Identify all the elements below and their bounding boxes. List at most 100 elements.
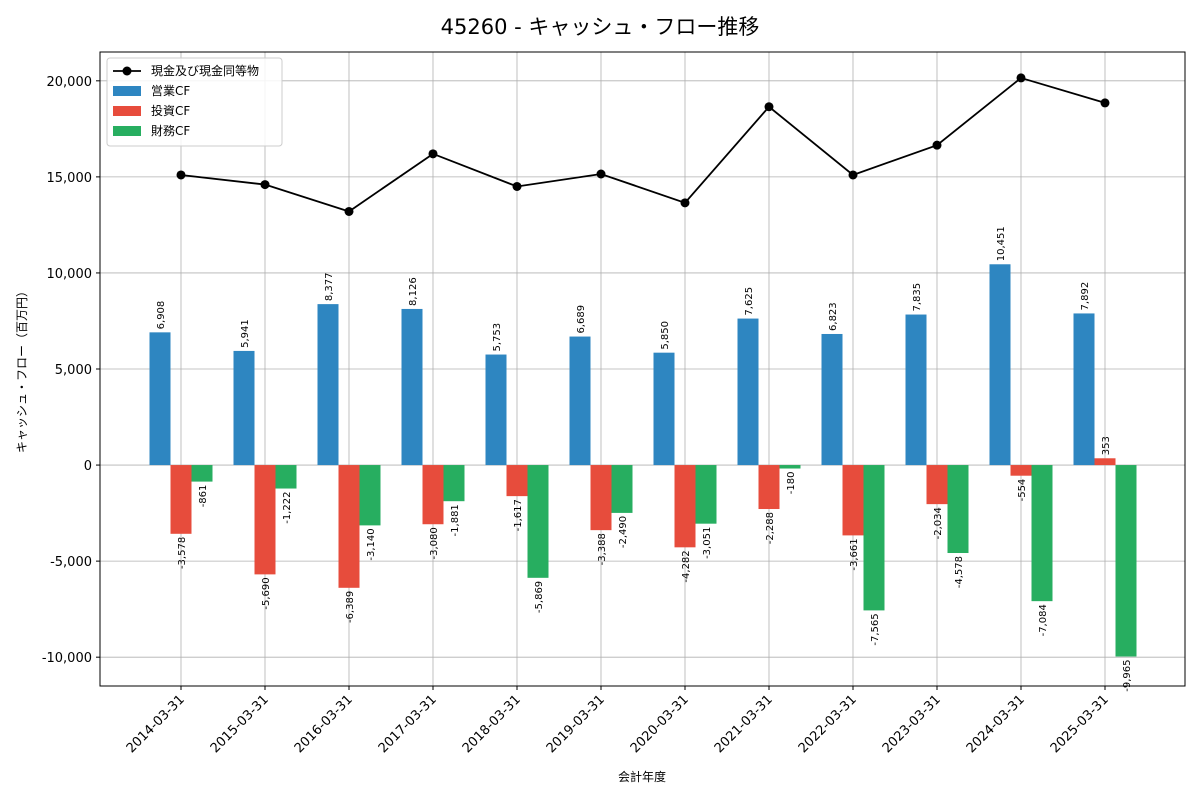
- x-tick-label: 2025-03-31: [1048, 692, 1112, 756]
- bar-value-label: -3,051: [702, 527, 713, 559]
- cash-point: [932, 140, 942, 150]
- x-tick-label: 2020-03-31: [628, 692, 692, 756]
- y-tick-label: 5,000: [55, 363, 92, 378]
- bar-value-label: -861: [198, 485, 209, 508]
- bar-value-label: -6,389: [345, 591, 356, 623]
- bar-value-label: -7,084: [1038, 604, 1049, 636]
- x-tick-label: 2016-03-31: [292, 692, 356, 756]
- y-tick-label: 15,000: [47, 171, 93, 186]
- y-axis-ticks: -10,000 -5,000 0 5,000 10,000 15,000 20,000: [42, 75, 100, 666]
- cash-point: [764, 102, 774, 112]
- legend-box: [106, 57, 283, 147]
- x-tick-label: 2017-03-31: [376, 692, 440, 756]
- bar-2: [170, 465, 192, 534]
- bar-2: [926, 465, 948, 505]
- y-tick-label: 20,000: [47, 75, 93, 90]
- y-tick-label: 10,000: [47, 267, 93, 282]
- bar-value-label: 7,625: [744, 287, 755, 316]
- bar-value-label: -5,690: [261, 577, 272, 609]
- bar-value-label: -3,140: [366, 528, 377, 560]
- bar-2: [842, 465, 864, 536]
- legend-entry: 投資CF: [151, 103, 190, 118]
- bar-1: [149, 332, 171, 466]
- legend-entry: 現金及び現金同等物: [151, 63, 259, 78]
- bar-value-label: 7,892: [1080, 282, 1091, 311]
- bar-value-label: 7,835: [912, 283, 923, 312]
- bar-value-label: -554: [1017, 479, 1028, 502]
- x-axis-ticks: 2014-03-31 2015-03-31 2016-03-31 2017-03-31…: [124, 686, 1112, 756]
- bar-2: [674, 465, 696, 548]
- bar-value-label: -180: [786, 472, 797, 495]
- cash-point: [596, 169, 606, 179]
- bar-1: [1073, 313, 1095, 466]
- cash-point: [680, 198, 690, 208]
- bar-value-label: -7,565: [870, 613, 881, 645]
- bar-3: [443, 465, 465, 502]
- bar-value-label: 8,126: [408, 277, 419, 306]
- bar-3: [191, 465, 213, 482]
- bar-value-label: 5,753: [492, 323, 503, 352]
- x-tick-label: 2021-03-31: [712, 692, 776, 756]
- bar-value-label: -4,578: [954, 556, 965, 588]
- y-tick-label: -5,000: [50, 555, 92, 570]
- bar-3: [611, 465, 633, 513]
- cash-point: [260, 180, 270, 190]
- bar-3: [275, 465, 297, 489]
- bar-value-label: -3,080: [429, 527, 440, 559]
- bar-value-label: 6,823: [828, 302, 839, 331]
- x-tick-label: 2014-03-31: [124, 692, 188, 756]
- bar-value-label: -2,034: [933, 507, 944, 539]
- bar-3: [527, 465, 549, 578]
- bar-value-label: -5,869: [534, 581, 545, 613]
- cash-point: [848, 170, 858, 180]
- x-tick-label: 2023-03-31: [880, 692, 944, 756]
- bar-3: [947, 465, 969, 554]
- bar-1: [485, 354, 507, 466]
- bar-2: [506, 465, 528, 497]
- bar-2: [422, 465, 444, 525]
- bar-1: [233, 350, 255, 466]
- legend-swatch: [113, 86, 141, 96]
- bar-value-label: -1,222: [282, 492, 293, 524]
- bar-2: [758, 465, 780, 510]
- bar-value-label: -3,388: [597, 533, 608, 565]
- bar-value-label: 8,377: [324, 272, 335, 301]
- cash-point: [1016, 73, 1026, 83]
- bar-1: [569, 336, 591, 466]
- legend-entry: 財務CF: [151, 123, 190, 138]
- y-axis-label: キャッシュ・フロー（百万円）: [15, 285, 29, 453]
- bar-value-label: -2,490: [618, 516, 629, 548]
- bar-value-label: 353: [1101, 436, 1112, 455]
- x-tick-label: 2024-03-31: [964, 692, 1028, 756]
- x-axis-label: 会計年度: [618, 769, 666, 784]
- bar-value-label: 5,941: [240, 319, 251, 348]
- bar-3: [779, 465, 801, 469]
- cash-point: [1100, 98, 1110, 108]
- bar-2: [338, 465, 360, 588]
- cash-point: [176, 170, 186, 180]
- cash-point: [428, 149, 438, 159]
- bar-value-label: -1,617: [513, 499, 524, 531]
- bar-3: [695, 465, 717, 524]
- cash-point: [344, 206, 354, 216]
- legend-swatch: [113, 106, 141, 116]
- chart-title: 45260 - キャッシュ・フロー推移: [441, 15, 760, 39]
- bar-value-label: -3,578: [177, 537, 188, 569]
- bar-value-label: -2,288: [765, 512, 776, 544]
- bar-1: [905, 314, 927, 466]
- bar-value-label: 5,850: [660, 321, 671, 350]
- cash-point: [512, 181, 522, 191]
- bar-3: [359, 465, 381, 526]
- legend-entry: 営業CF: [151, 84, 190, 98]
- bar-1: [821, 333, 843, 466]
- bar-value-label: 10,451: [996, 226, 1007, 261]
- x-tick-label: 2022-03-31: [796, 692, 860, 756]
- legend-marker: [122, 66, 132, 76]
- bar-1: [653, 352, 675, 466]
- bar-value-label: -9,965: [1122, 660, 1133, 692]
- bar-2: [254, 465, 276, 575]
- bar-value-label: -4,282: [681, 550, 692, 582]
- bar-1: [989, 264, 1011, 466]
- bar-value-label: 6,908: [156, 301, 167, 330]
